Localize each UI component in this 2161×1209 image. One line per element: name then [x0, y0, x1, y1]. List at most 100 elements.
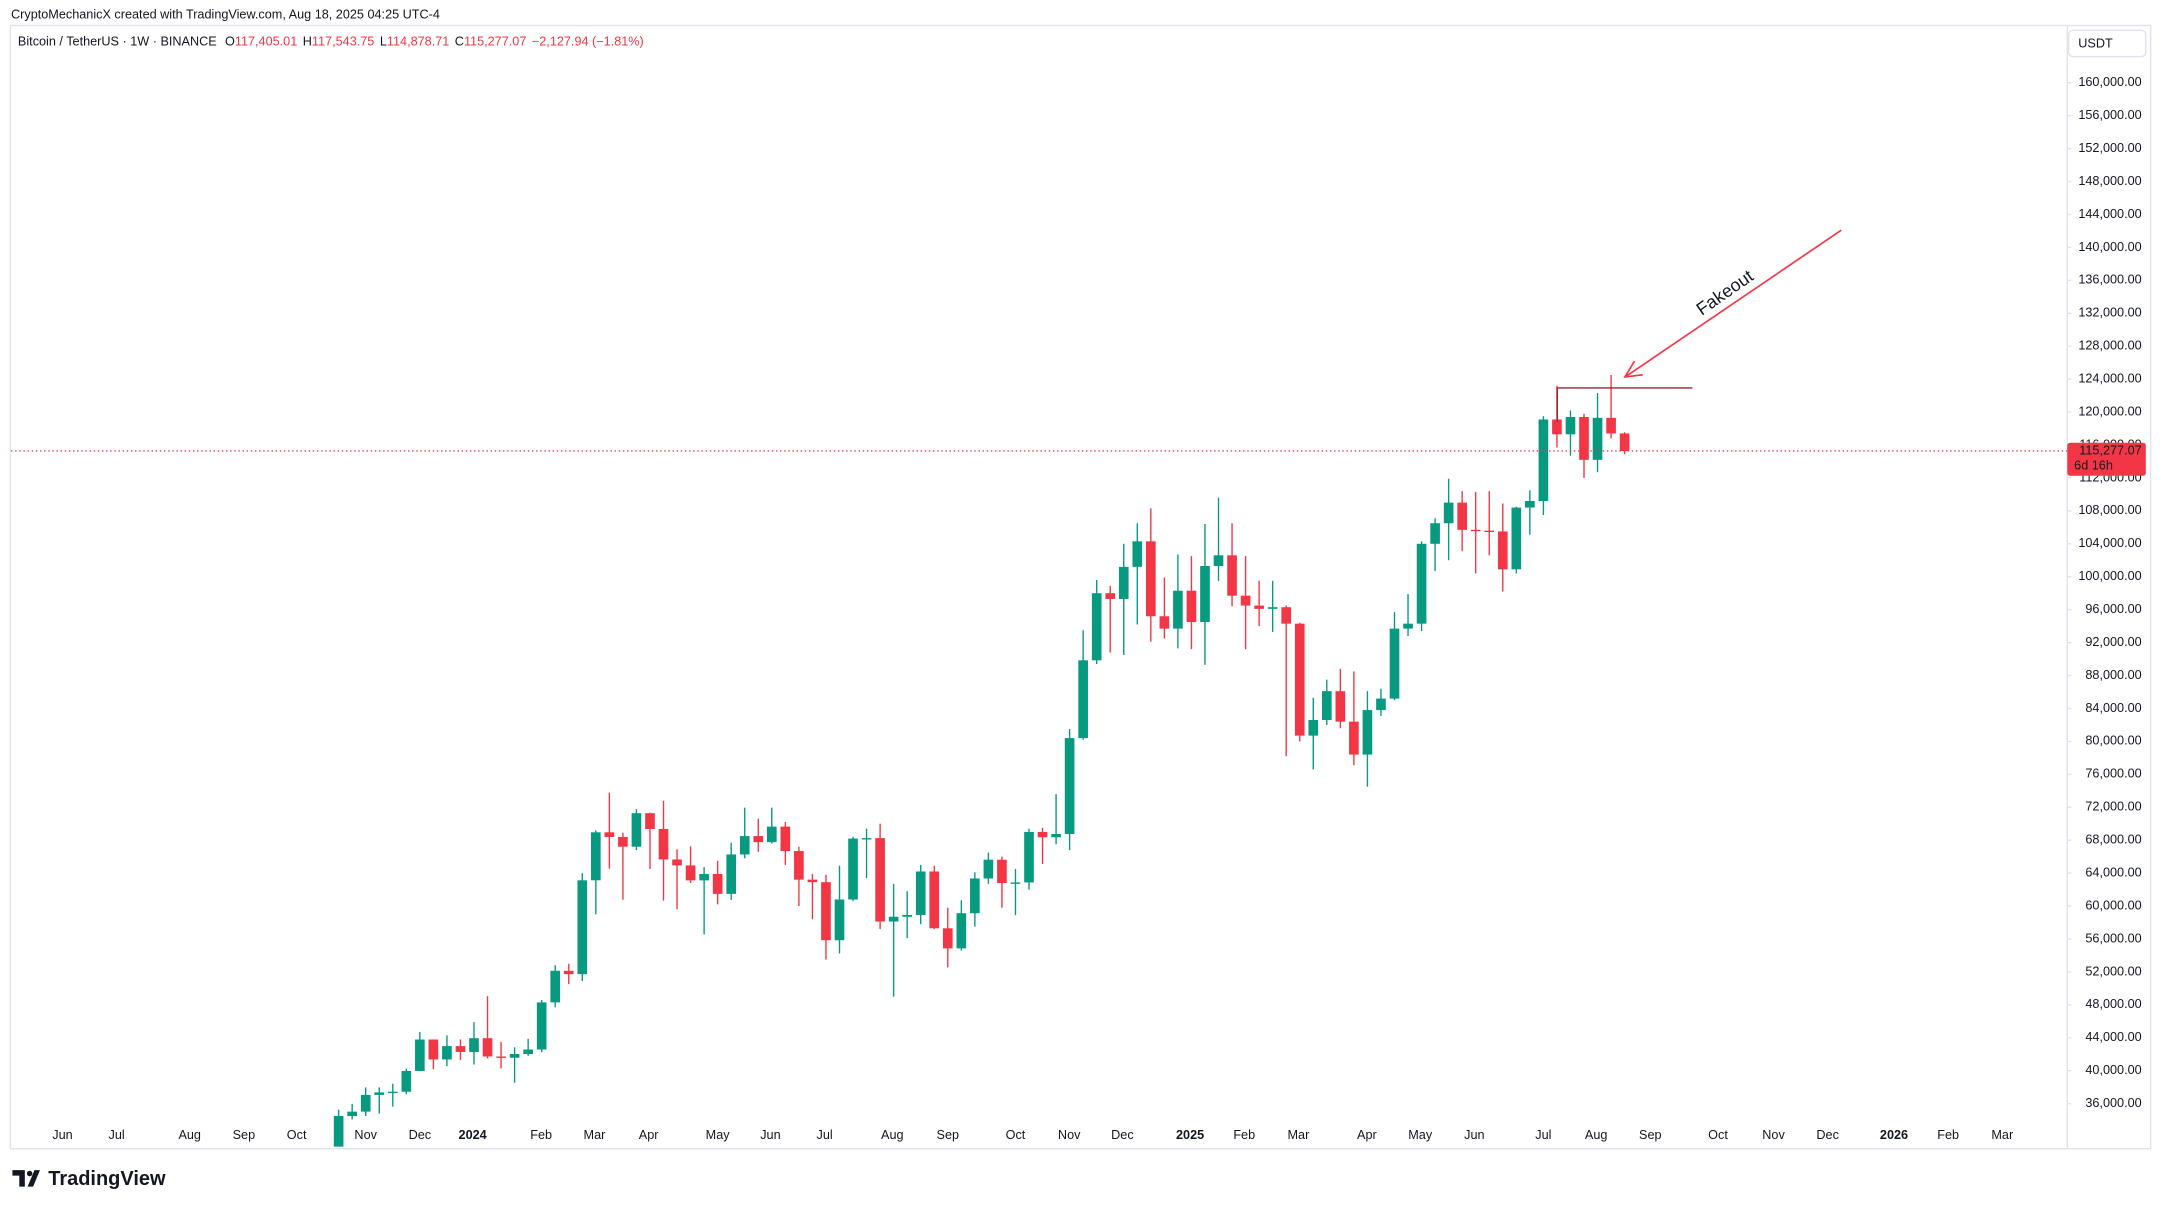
candle-body	[631, 813, 642, 847]
x-tick-label: Mar	[1991, 1128, 2013, 1142]
candle-body	[1484, 530, 1495, 533]
candle-body	[1470, 529, 1481, 532]
countdown: 6d 16h	[2074, 458, 2113, 472]
candle-body	[604, 832, 615, 837]
candle-body	[1159, 616, 1170, 629]
candle-body	[1105, 593, 1116, 599]
candle-body	[726, 854, 737, 894]
candle-body	[1416, 543, 1427, 624]
y-tick-label: 144,000.00	[2078, 207, 2141, 221]
candle-body	[1376, 698, 1386, 711]
candle-body	[970, 878, 980, 914]
arrow-shaft	[1625, 229, 1842, 377]
x-tick-label: 2025	[1176, 1128, 1204, 1142]
y-tick-label: 108,000.00	[2078, 503, 2141, 517]
candle-body	[753, 836, 764, 843]
candle-body	[1362, 710, 1373, 755]
y-tick-label: 40,000.00	[2085, 1063, 2141, 1077]
x-tick-label: Apr	[1357, 1128, 1377, 1142]
candle-body	[1200, 566, 1210, 623]
x-tick-label: Jul	[817, 1128, 833, 1142]
candle-body	[1525, 500, 1535, 508]
candle-body	[1511, 507, 1522, 570]
candle-body	[415, 1039, 425, 1071]
candle-body	[794, 851, 804, 880]
candle-body	[347, 1111, 357, 1117]
y-tick-label: 132,000.00	[2078, 306, 2141, 320]
last-price-box	[2067, 442, 2146, 476]
candle-body	[1619, 433, 1630, 451]
x-tick-label: Feb	[1233, 1128, 1255, 1142]
legend-key: L	[380, 35, 387, 49]
candle-body	[428, 1039, 439, 1060]
candle-body	[1294, 623, 1305, 736]
candle-body	[1146, 541, 1156, 617]
y-tick-label: 96,000.00	[2085, 602, 2141, 616]
x-tick-label: Aug	[178, 1128, 201, 1142]
x-tick-label: Feb	[1937, 1128, 1959, 1142]
y-tick-label: 80,000.00	[2085, 734, 2141, 748]
y-tick-label: 136,000.00	[2078, 273, 2141, 287]
candle-body	[1565, 417, 1576, 435]
x-tick-label: 2026	[1880, 1128, 1908, 1142]
y-tick-label: 52,000.00	[2085, 964, 2141, 978]
candle-body	[523, 1049, 533, 1055]
candle-body	[1538, 419, 1549, 501]
y-tick-label: 68,000.00	[2085, 833, 2141, 847]
candle-body	[1064, 738, 1075, 835]
candle-body	[672, 859, 682, 866]
x-tick-label: Sep	[1639, 1128, 1662, 1142]
x-tick-label: Jul	[109, 1128, 125, 1142]
legend-change: −2,127.94 (−1.81%)	[532, 35, 644, 49]
axes: 36,000.00 40,000.00 44,000.00 48,000.00 52,0…	[52, 75, 2146, 1142]
candle-body	[1051, 834, 1061, 838]
candle-body	[563, 970, 574, 975]
candle-body	[577, 880, 588, 975]
candle-body	[536, 1002, 547, 1050]
candle-body	[1173, 590, 1183, 629]
legend-key: C	[455, 35, 464, 49]
x-tick-label: Nov	[1762, 1128, 1785, 1142]
legend-value: 114,878.71	[387, 35, 449, 49]
candle-body	[983, 859, 994, 879]
candle-body	[875, 838, 885, 922]
candle-body	[834, 899, 845, 941]
candle-body	[1443, 502, 1454, 524]
candle-body	[997, 859, 1007, 884]
x-tick-label: Dec	[1111, 1128, 1134, 1142]
y-tick-label: 152,000.00	[2078, 141, 2141, 155]
currency: USDT	[2078, 36, 2113, 50]
candle-body	[455, 1046, 466, 1052]
candle-body	[1592, 417, 1603, 460]
x-tick-label: Oct	[1708, 1128, 1728, 1142]
x-tick-label: Dec	[409, 1128, 432, 1142]
candle-body	[1227, 555, 1237, 596]
candle-body	[496, 1056, 506, 1058]
attribution: CryptoMechanicX created with TradingView…	[11, 8, 440, 22]
x-tick-label: Jun	[52, 1128, 72, 1142]
candle-body	[333, 1116, 344, 1147]
candle-body	[658, 829, 669, 860]
candle-body	[618, 836, 628, 847]
y-tick-label: 64,000.00	[2085, 865, 2141, 879]
candle-body	[1335, 691, 1346, 722]
candle-body	[1497, 531, 1508, 570]
candle-body	[401, 1070, 412, 1092]
candle-body	[712, 873, 723, 894]
candle-body	[1457, 502, 1468, 530]
candle-body	[1213, 555, 1224, 567]
legend-value: 115,277.07	[464, 35, 526, 49]
candle-body	[888, 916, 899, 922]
y-tick-label: 128,000.00	[2078, 339, 2141, 353]
frame	[9, 24, 2152, 1150]
candle-body	[442, 1046, 452, 1060]
y-tick-label: 104,000.00	[2078, 536, 2141, 550]
x-tick-label: Jul	[1535, 1128, 1551, 1142]
y-tick-label: 76,000.00	[2085, 767, 2141, 781]
candle-body	[591, 832, 601, 881]
symbol-legend: Bitcoin / TetherUS · 1W · BINANCE O117,40…	[18, 35, 644, 49]
legend-value: 117,405.01	[235, 35, 297, 49]
candle-body	[739, 836, 750, 855]
x-tick-label: Nov	[1058, 1128, 1081, 1142]
logo-text: TradingView	[48, 1168, 166, 1190]
